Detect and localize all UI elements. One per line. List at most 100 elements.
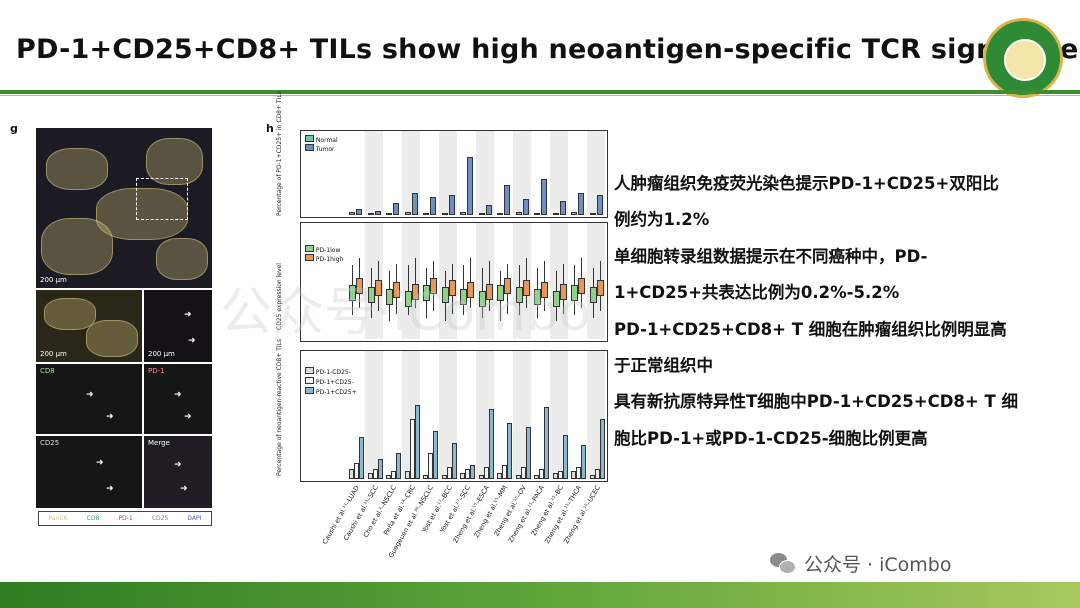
background-watermark: 公众号·iCombo	[220, 283, 591, 343]
bar-normal	[534, 213, 540, 215]
bar-neoantigen	[354, 463, 359, 479]
legend-normal: Normal	[315, 137, 338, 144]
bar-tumor	[559, 201, 566, 215]
top-ylabel: Percentage of PD-1+CD25+ in CD8+ TILs	[276, 91, 283, 216]
legend-dd: PD-1-CD25-	[315, 369, 351, 376]
micrograph-cd25: CD25 ➜ ➜	[36, 436, 142, 508]
bar-tumor	[541, 179, 547, 215]
watermark-label: 公众号 · iCombo	[804, 554, 952, 576]
logo-emblem-icon	[1004, 39, 1046, 81]
boxplot-box	[534, 289, 541, 305]
legend-item: PanCK	[48, 515, 68, 522]
channel-label: Merge	[148, 439, 170, 447]
summary-line: 于正常组织中	[614, 356, 713, 376]
bar-normal	[515, 212, 522, 215]
bar-neoantigen	[367, 473, 373, 479]
bar-tumor	[522, 199, 529, 215]
legend-pd1high: PD-1high	[315, 256, 344, 263]
summary-line: 具有新抗原特异性T细胞中PD-1+CD25+CD8+ T 细	[614, 392, 1018, 412]
bar-neoantigen	[539, 469, 544, 479]
bar-neoantigen	[451, 443, 457, 479]
bar-neoantigen	[391, 471, 396, 479]
chart-top: Normal Tumor	[300, 130, 608, 218]
bar-neoantigen	[433, 431, 438, 479]
boxplot-box	[411, 284, 419, 300]
bar-neoantigen	[460, 473, 465, 479]
bar-normal	[349, 212, 355, 215]
micrograph-overview: 200 μm	[36, 128, 212, 288]
boxplot-box	[393, 282, 400, 298]
bar-neoantigen	[409, 419, 415, 479]
legend-item: DAPI	[187, 515, 202, 522]
boxplot-box	[589, 287, 597, 303]
scale-label: 200 μm	[40, 350, 67, 358]
bar-neoantigen	[386, 475, 391, 479]
boxplot-box	[356, 278, 363, 294]
legend-pd1low: PD-1low	[315, 247, 341, 254]
boxplot-box	[349, 285, 356, 301]
bar-normal	[423, 213, 429, 215]
bar-neoantigen	[599, 419, 605, 479]
bar-normal	[552, 213, 559, 215]
boxplot-box	[485, 284, 493, 300]
micrograph-pd1: PD-1 ➜ ➜	[144, 364, 212, 434]
bar-tumor	[596, 195, 603, 215]
boxplot-box	[441, 287, 449, 303]
summary-text: 人肿瘤组织免疫荧光染色提示PD-1+CD25+双阳比 例约为1.2% 单细胞转录…	[614, 166, 1054, 457]
bar-normal	[367, 213, 374, 215]
chart-legend: Normal Tumor	[305, 135, 338, 153]
boxplot-box	[571, 285, 578, 301]
boxplot-box	[497, 285, 504, 301]
bar-normal	[497, 213, 503, 215]
bar-neoantigen	[581, 445, 586, 479]
legend-pp: PD-1+CD25+	[315, 389, 357, 396]
bar-neoantigen	[428, 453, 433, 479]
bar-neoantigen	[470, 465, 475, 479]
summary-line: 人肿瘤组织免疫荧光染色提示PD-1+CD25+双阳比	[614, 174, 999, 193]
bar-neoantigen	[483, 467, 489, 479]
bar-neoantigen	[441, 475, 447, 479]
bar-tumor	[374, 211, 381, 215]
bar-normal	[460, 212, 466, 215]
bar-normal	[589, 213, 596, 215]
bar-tumor	[504, 185, 510, 215]
footer-bar	[0, 582, 1080, 608]
summary-line: 胞比PD-1+或PD-1-CD25-细胞比例更高	[614, 428, 928, 448]
bar-tumor	[467, 157, 473, 215]
bar-neoantigen	[534, 475, 539, 479]
bar-neoantigen	[515, 475, 521, 479]
channel-legend: PanCK CD8 PD-1 CD25 DAPI	[38, 511, 212, 526]
legend-item: CD8	[86, 515, 100, 522]
micrograph-cd8: CD8 ➜ ➜	[36, 364, 142, 434]
legend-tumor: Tumor	[315, 146, 335, 153]
bar-tumor	[411, 193, 418, 215]
boxplot-box	[552, 291, 560, 307]
bar-neoantigen	[594, 469, 600, 479]
boxplot-box	[367, 287, 375, 303]
bar-neoantigen	[359, 437, 364, 479]
boxplot-box	[522, 280, 530, 296]
channel-label: PD-1	[148, 367, 165, 375]
boxplot-box	[478, 291, 486, 307]
micrograph-merge: Merge ➜ ➜	[144, 436, 212, 508]
bar-normal	[404, 212, 411, 215]
bar-neoantigen	[478, 475, 484, 479]
channel-label: CD25	[40, 439, 60, 447]
bar-neoantigen	[423, 475, 428, 479]
legend-item: CD25	[151, 515, 169, 522]
bar-tumor	[430, 197, 436, 215]
bar-neoantigen	[544, 407, 549, 479]
box-whisker	[407, 265, 409, 315]
boxplot-box	[460, 289, 467, 305]
slide-title: PD-1+CD25+CD8+ TILs show high neoantigen…	[16, 34, 1080, 65]
chart-bottom: PD-1-CD25- PD-1+CD25- PD-1+CD25+	[300, 350, 608, 482]
bottom-ylabel: Percentage of neoantigen-reactive CD8+ T…	[276, 338, 283, 476]
bar-tumor	[448, 195, 455, 215]
panel-g-letter: g	[10, 122, 18, 135]
box-whisker	[414, 258, 416, 308]
bar-neoantigen	[349, 469, 354, 479]
bar-normal	[386, 213, 392, 215]
bar-normal	[441, 213, 448, 215]
legend-pd: PD-1+CD25-	[315, 379, 354, 386]
boxplot-box	[386, 289, 393, 305]
